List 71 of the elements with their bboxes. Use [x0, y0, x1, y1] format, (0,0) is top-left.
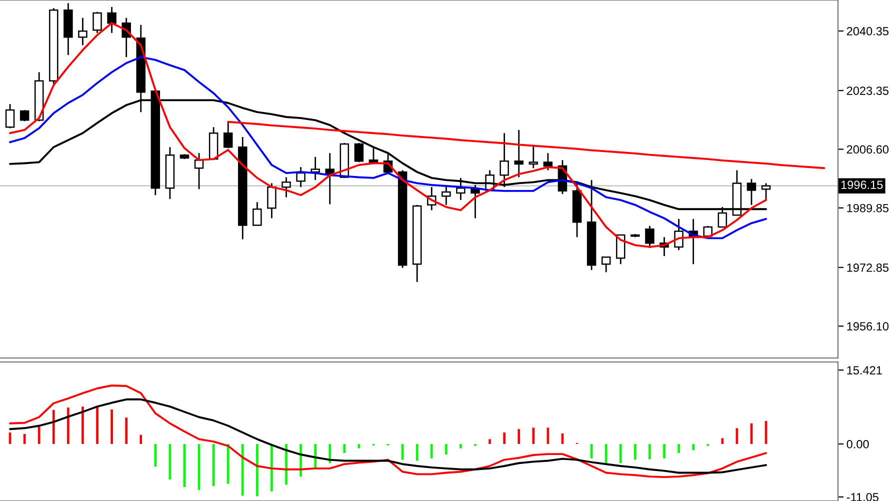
bar [678, 444, 680, 454]
candlestick [267, 182, 276, 219]
candlestick [528, 144, 538, 169]
candlestick [354, 142, 364, 163]
candlestick [500, 132, 509, 188]
bar [532, 428, 535, 444]
bar [226, 444, 230, 484]
candlestick [310, 156, 320, 181]
bar [619, 444, 622, 464]
bar [663, 444, 666, 458]
y-tick-label: 15.421 [847, 366, 882, 374]
y-tick-label: 1972.85 [847, 263, 888, 272]
bar [416, 444, 418, 461]
bar [503, 432, 506, 444]
candlestick [78, 17, 88, 46]
y-tick-label: 1956.10 [847, 322, 889, 331]
candlestick [223, 121, 233, 149]
bar [488, 439, 491, 444]
bar [518, 429, 520, 444]
bar [96, 406, 98, 444]
candlestick [5, 103, 15, 129]
candlestick [616, 234, 626, 265]
line-series [227, 120, 826, 170]
candlestick [296, 166, 306, 188]
bar [256, 444, 258, 496]
bar [445, 444, 448, 455]
bar [67, 408, 70, 444]
line-series [9, 398, 767, 474]
y-tick-label: 2040.35 [846, 27, 888, 36]
candlestick [761, 182, 771, 201]
line-series [9, 56, 767, 240]
candlestick [92, 11, 102, 34]
bar [270, 444, 273, 492]
bar [241, 444, 244, 496]
candlestick [543, 152, 553, 171]
y-tick-label: 0.00 [846, 440, 869, 448]
y-tick-label: 2006.60 [846, 145, 889, 154]
y-tick-label: 1989.85 [847, 204, 888, 212]
candlestick [746, 178, 756, 206]
bar [648, 444, 651, 460]
bar [110, 409, 113, 444]
bar [430, 444, 433, 458]
bar [328, 444, 332, 464]
y-tick-label: -11.05 [846, 492, 878, 501]
bar [285, 444, 288, 485]
bar [604, 444, 608, 464]
bar [82, 406, 84, 444]
bar [125, 418, 128, 444]
candlestick [442, 184, 451, 206]
bar [140, 434, 142, 444]
candlestick [601, 256, 611, 273]
ref-line-label: 1996.15 [841, 180, 883, 190]
bar [721, 438, 724, 444]
line-series [9, 384, 767, 478]
candlestick [514, 129, 524, 178]
bar [692, 444, 694, 450]
bar [358, 444, 360, 448]
candlestick [674, 218, 684, 251]
candlestick [107, 6, 116, 34]
candlestick [252, 201, 262, 226]
candlestick [194, 152, 204, 190]
bar [343, 444, 346, 454]
bar [460, 444, 462, 448]
bar [314, 444, 316, 468]
bar [38, 426, 40, 444]
candlestick [282, 176, 291, 198]
y-tick-label: 2023.35 [846, 86, 888, 95]
bar [634, 444, 636, 460]
bar [52, 410, 55, 444]
candlestick [456, 177, 466, 201]
candlestick [645, 225, 654, 249]
